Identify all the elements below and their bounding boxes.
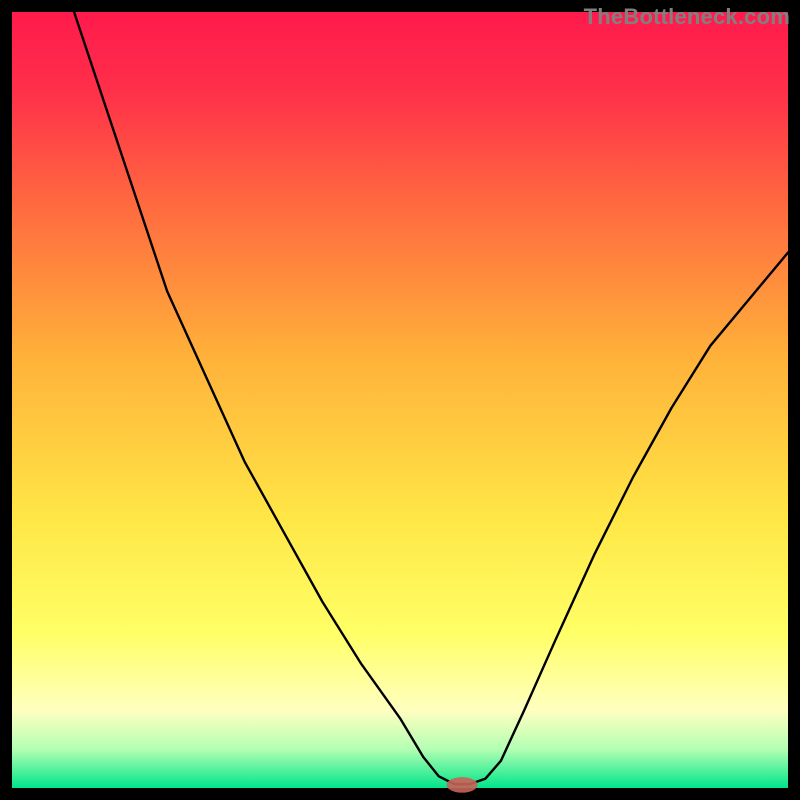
- watermark-text: TheBottleneck.com: [584, 4, 790, 30]
- chart-container: TheBottleneck.com: [0, 0, 800, 800]
- optimal-marker: [447, 777, 478, 793]
- bottleneck-chart: [0, 0, 800, 800]
- plot-background: [12, 12, 788, 788]
